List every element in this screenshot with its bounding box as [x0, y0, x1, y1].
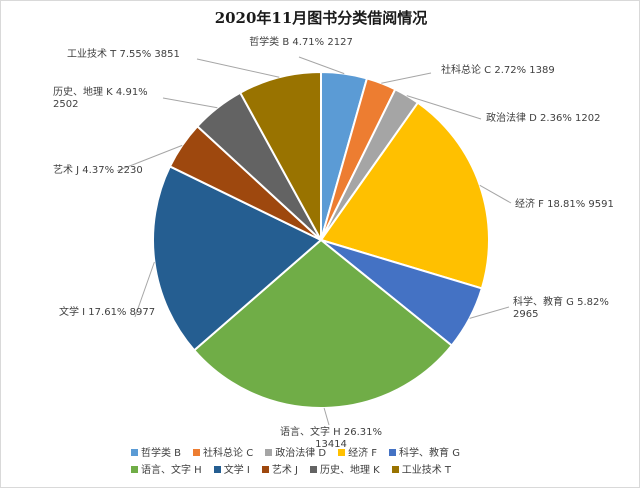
- slice-data-label: 社科总论 C 2.72% 1389: [441, 63, 555, 76]
- legend-label: 科学、教育 G: [399, 448, 460, 459]
- leader-line: [406, 95, 482, 120]
- slice-data-label: 政治法律 D 2.36% 1202: [486, 111, 600, 124]
- legend-entry: 文学 I: [213, 462, 250, 479]
- legend-entry: 经济 F: [338, 445, 377, 462]
- leader-line: [323, 407, 330, 426]
- slice-data-label: 经济 F 18.81% 9591: [515, 197, 614, 210]
- legend-entry: 工业技术 T: [391, 462, 452, 479]
- legend-swatch: [391, 466, 399, 473]
- legend-entry: 语言、文字 H: [131, 462, 202, 479]
- legend-swatch: [261, 466, 269, 473]
- leader-line: [134, 261, 155, 318]
- chart-title: 2020年11月图书分类借阅情况: [214, 9, 428, 27]
- legend-swatch: [193, 449, 201, 456]
- legend-swatch: [309, 466, 317, 473]
- legend: 哲学类 B 社科总论 C 政治法律 D 经济 F 科学、教育 G 语言、文字 H 文学 I 艺…: [131, 445, 531, 479]
- legend-entry: 社科总论 C: [193, 445, 253, 462]
- legend-label: 语言、文字 H: [141, 465, 202, 476]
- legend-label: 历史、地理 K: [319, 465, 380, 476]
- slice-data-label: 历史、地理 K 4.91% 2502: [53, 85, 148, 110]
- leader-line: [381, 72, 432, 84]
- legend-entry: 哲学类 B: [131, 445, 181, 462]
- leader-line: [196, 58, 280, 78]
- slice-data-label: 文学 I 17.61% 8977: [59, 305, 155, 318]
- slice-data-label: 艺术 J 4.37% 2230: [53, 164, 143, 176]
- legend-swatch: [389, 449, 397, 456]
- legend-swatch: [131, 466, 138, 473]
- legend-row: 语言、文字 H 文学 I 艺术 J 历史、地理 K 工业技术 T: [131, 462, 531, 479]
- legend-swatch: [338, 449, 346, 456]
- slice-data-label: 语言、文字 H 26.31% 13414: [280, 425, 382, 450]
- legend-label: 政治法律 D: [275, 448, 327, 459]
- legend-label: 工业技术 T: [401, 465, 452, 476]
- leader-line: [298, 56, 345, 75]
- leader-line: [162, 97, 218, 109]
- slice-data-label: 哲学类 B 4.71% 2127: [249, 35, 353, 48]
- legend-swatch: [213, 466, 221, 473]
- legend-label: 社科总论 C: [203, 448, 254, 459]
- slice-data-label: 科学、教育 G 5.82% 2965: [513, 295, 609, 320]
- legend-swatch: [265, 449, 273, 456]
- slice-data-label: 工业技术 T 7.55% 3851: [67, 47, 180, 60]
- pie-slice: [152, 165, 323, 352]
- legend-entry: 历史、地理 K: [309, 462, 380, 479]
- legend-entry: 艺术 J: [261, 462, 298, 479]
- legend-swatch: [131, 449, 138, 456]
- legend-label: 艺术 J: [271, 465, 298, 476]
- legend-entry: 政治法律 D: [265, 445, 326, 462]
- pie-slice: [238, 70, 322, 241]
- leader-line: [479, 184, 512, 204]
- legend-label: 经济 F: [348, 448, 378, 459]
- leader-line: [469, 306, 510, 319]
- legend-row: 哲学类 B 社科总论 C 政治法律 D 经济 F 科学、教育 G: [131, 445, 531, 462]
- legend-label: 哲学类 B: [141, 448, 182, 459]
- legend-label: 文学 I: [223, 465, 250, 476]
- pie-slice: [192, 238, 454, 409]
- legend-entry: 科学、教育 G: [389, 445, 460, 462]
- leader-line: [116, 144, 183, 172]
